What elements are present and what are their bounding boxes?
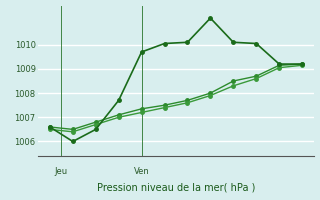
Text: Ven: Ven: [134, 167, 149, 176]
Text: Pression niveau de la mer( hPa ): Pression niveau de la mer( hPa ): [97, 183, 255, 193]
Text: Jeu: Jeu: [55, 167, 68, 176]
